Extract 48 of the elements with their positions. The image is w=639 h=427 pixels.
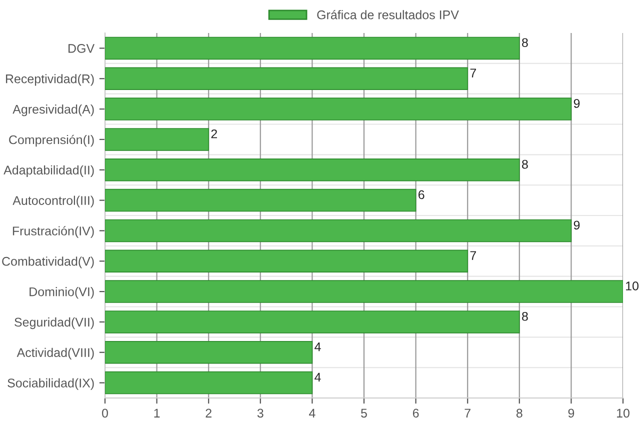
y-tick-label: Combatividad(V) <box>2 256 94 268</box>
y-tick-label: Actividad(VIII) <box>16 348 94 360</box>
y-tick-label: Sociabilidad(IX) <box>8 378 94 390</box>
bar <box>105 250 468 272</box>
data-label: 4 <box>314 372 321 382</box>
data-label: 7 <box>470 251 476 260</box>
data-label: 7 <box>470 68 476 78</box>
data-label: 10 <box>626 282 638 290</box>
y-tick-label: Comprensión(I) <box>9 134 94 147</box>
y-tick-label: Dominio(VI) <box>30 287 94 299</box>
x-tick-label: 6 <box>412 408 419 418</box>
y-tick-label: Adaptabilidad(II) <box>4 165 94 177</box>
bar <box>105 158 520 182</box>
x-tick-label: 4 <box>309 408 316 418</box>
bar <box>105 98 572 120</box>
data-label: 8 <box>522 38 528 48</box>
bar <box>105 280 623 303</box>
bar <box>105 188 416 212</box>
data-label: 4 <box>314 342 321 352</box>
y-tick-label: Receptividad(R) <box>6 74 94 86</box>
x-tick-label: 2 <box>206 408 212 418</box>
bar <box>105 67 468 90</box>
x-tick-label: 3 <box>257 408 264 418</box>
x-tick-label: 9 <box>568 408 574 418</box>
y-tick-label: Frustración(IV) <box>12 226 94 238</box>
bar <box>105 310 520 334</box>
x-tick-label: 1 <box>154 408 160 418</box>
data-label: 8 <box>522 160 528 169</box>
data-label: 8 <box>522 312 528 321</box>
y-tick-label: Agresividad(A) <box>12 104 94 116</box>
bar <box>105 128 210 151</box>
bar <box>105 219 572 242</box>
data-label: 2 <box>211 129 217 138</box>
bar <box>105 36 520 60</box>
bar <box>105 341 313 364</box>
y-tick-label: DGV <box>68 44 95 53</box>
y-tick-label: Autocontrol(III) <box>12 196 94 208</box>
x-tick-label: 5 <box>361 408 367 418</box>
x-tick-label: 7 <box>464 408 470 418</box>
x-tick-label: 8 <box>516 408 522 418</box>
x-tick-label: 0 <box>102 408 108 418</box>
legend-label: Gráfica de resultados IPV <box>317 10 459 20</box>
y-tick-label: Seguridad(VII) <box>14 317 94 330</box>
bar <box>105 371 313 394</box>
data-label: 6 <box>418 190 424 200</box>
x-tick-label: 10 <box>617 408 630 418</box>
data-label: 9 <box>574 220 580 230</box>
data-label: 9 <box>574 99 580 108</box>
